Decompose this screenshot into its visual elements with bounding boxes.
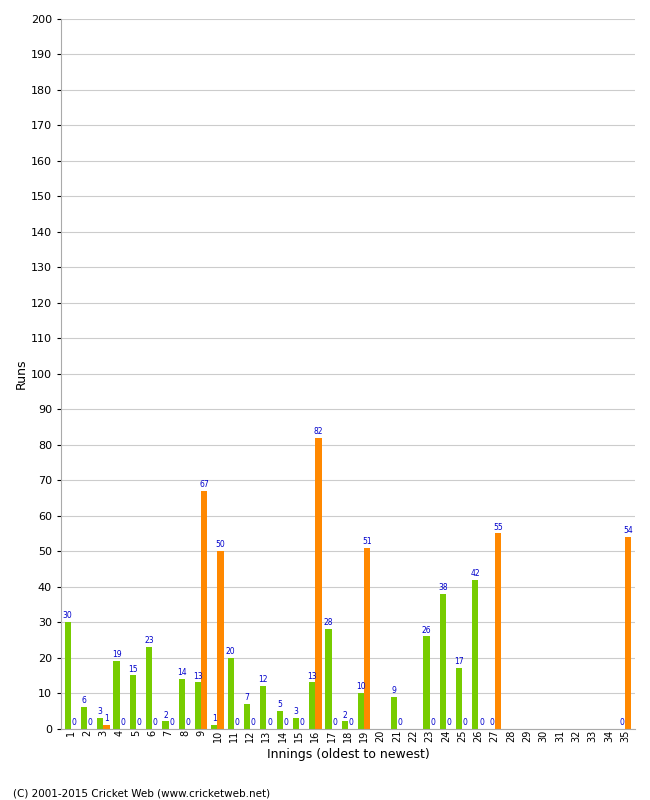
Bar [211,725,218,729]
Text: 0: 0 [463,718,467,726]
Bar [423,636,430,729]
Text: 0: 0 [169,718,174,726]
Bar [391,697,397,729]
Text: 23: 23 [144,636,154,645]
Text: 55: 55 [493,522,502,532]
Bar [227,658,234,729]
Bar [309,682,315,729]
Bar [342,722,348,729]
Text: 0: 0 [398,718,402,726]
Text: 0: 0 [430,718,435,726]
Text: 28: 28 [324,618,333,627]
Text: 42: 42 [471,569,480,578]
Text: 0: 0 [447,718,451,726]
Text: 51: 51 [363,537,372,546]
Bar [364,548,370,729]
Text: 15: 15 [128,665,138,674]
Text: 0: 0 [136,718,142,726]
Y-axis label: Runs: Runs [15,358,28,389]
Text: 0: 0 [479,718,484,726]
Text: 10: 10 [356,682,366,691]
Bar [326,630,332,729]
Text: 0: 0 [235,718,239,726]
Bar [293,718,299,729]
Bar [202,491,207,729]
Text: 9: 9 [391,686,396,695]
Text: 0: 0 [153,718,158,726]
Text: 50: 50 [216,540,226,550]
Text: 38: 38 [438,583,448,592]
Bar [97,718,103,729]
Bar [473,579,478,729]
Bar [64,622,71,729]
Bar [276,711,283,729]
Text: 0: 0 [283,718,288,726]
Text: 0: 0 [332,718,337,726]
Text: 0: 0 [619,718,625,726]
Bar [146,647,152,729]
Bar [260,686,266,729]
Bar [103,725,110,729]
Bar [495,534,501,729]
Text: 0: 0 [489,718,494,726]
Text: 2: 2 [343,710,347,720]
Text: 2: 2 [163,710,168,720]
Text: 1: 1 [212,714,216,723]
Text: 13: 13 [307,672,317,681]
Bar [315,438,322,729]
Text: 0: 0 [348,718,354,726]
Bar [114,661,120,729]
Text: 67: 67 [200,480,209,489]
Text: 6: 6 [81,697,86,706]
Text: 7: 7 [244,693,250,702]
Text: 0: 0 [120,718,125,726]
Text: 20: 20 [226,647,235,656]
Text: 12: 12 [259,675,268,684]
Bar [179,679,185,729]
Text: 54: 54 [623,526,633,535]
Text: 13: 13 [193,672,203,681]
Text: 1: 1 [104,714,109,723]
Text: 14: 14 [177,668,187,677]
Text: 17: 17 [454,658,464,666]
Bar [130,675,136,729]
Text: 0: 0 [88,718,92,726]
Text: 19: 19 [112,650,122,659]
Text: 26: 26 [422,626,431,634]
Bar [195,682,202,729]
X-axis label: Innings (oldest to newest): Innings (oldest to newest) [266,748,430,761]
Text: 30: 30 [63,611,73,620]
Bar [439,594,446,729]
Bar [81,707,87,729]
Text: 0: 0 [72,718,76,726]
Bar [218,551,224,729]
Text: 0: 0 [185,718,190,726]
Bar [358,693,364,729]
Text: 5: 5 [277,700,282,709]
Text: 3: 3 [98,707,103,716]
Text: 82: 82 [314,427,323,436]
Bar [456,668,462,729]
Text: 0: 0 [251,718,255,726]
Bar [625,537,631,729]
Bar [244,704,250,729]
Text: 0: 0 [267,718,272,726]
Text: 3: 3 [294,707,298,716]
Bar [162,722,168,729]
Text: 0: 0 [300,718,305,726]
Text: (C) 2001-2015 Cricket Web (www.cricketweb.net): (C) 2001-2015 Cricket Web (www.cricketwe… [13,788,270,798]
